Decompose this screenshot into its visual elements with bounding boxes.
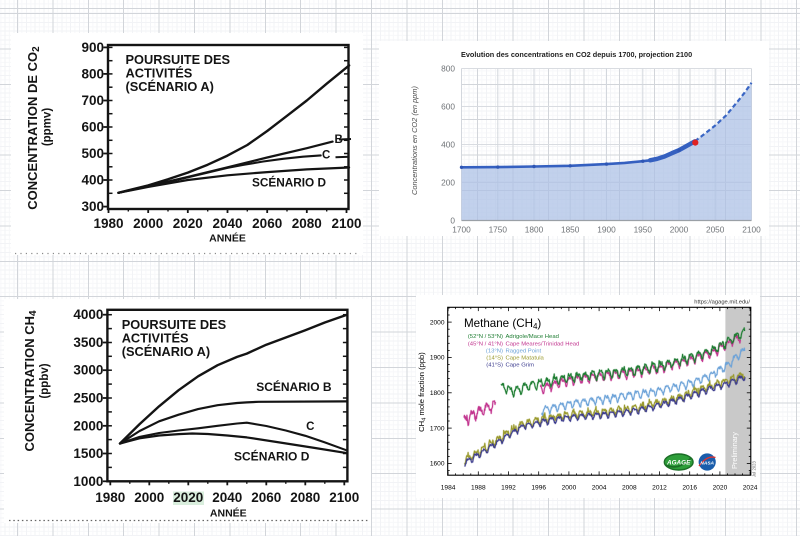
svg-text:ANNÉE: ANNÉE (210, 507, 247, 520)
svg-text:SCÉNARIO B: SCÉNARIO B (256, 379, 332, 394)
svg-text:(SCÉNARIO A): (SCÉNARIO A) (126, 79, 214, 94)
svg-text:ANNÉE: ANNÉE (209, 232, 246, 245)
svg-text:2100: 2100 (742, 224, 761, 234)
svg-text:1800: 1800 (430, 390, 445, 397)
svg-text:900: 900 (81, 40, 104, 55)
svg-text:POURSUITE DES: POURSUITE DES (126, 52, 231, 67)
svg-text:2020: 2020 (173, 216, 203, 231)
svg-text:2016: 2016 (682, 485, 697, 492)
svg-text:2000: 2000 (562, 485, 577, 492)
svg-text:300: 300 (81, 199, 104, 214)
svg-text:2008: 2008 (622, 485, 637, 492)
svg-text:700: 700 (81, 93, 104, 108)
svg-text:3500: 3500 (73, 335, 103, 350)
svg-text:400: 400 (81, 173, 104, 188)
svg-text:Cape Matatula: Cape Matatula (506, 356, 545, 362)
svg-text:1996: 1996 (531, 485, 546, 492)
svg-text:800: 800 (441, 64, 455, 74)
svg-text:https://agage.mit.edu/: https://agage.mit.edu/ (694, 300, 750, 306)
svg-text:2040: 2040 (212, 490, 242, 505)
svg-text:CONCENTRATION DE CO2: CONCENTRATION DE CO2 (25, 46, 42, 210)
svg-text:NASA: NASA (700, 460, 714, 466)
svg-text:ACTIVITÉS: ACTIVITÉS (122, 331, 189, 346)
svg-text:Methane (CH4): Methane (CH4) (464, 317, 541, 331)
svg-text:1000: 1000 (73, 474, 103, 489)
svg-text:(14°S): (14°S) (486, 356, 503, 362)
svg-text:(13°N): (13°N) (486, 349, 503, 355)
svg-text:2080: 2080 (290, 490, 320, 505)
svg-text:ACTIVITÉS: ACTIVITÉS (126, 66, 193, 81)
svg-text:1992: 1992 (501, 485, 516, 492)
svg-text:Ragged Point: Ragged Point (506, 349, 542, 355)
svg-text:2050: 2050 (706, 224, 725, 234)
svg-text:2040: 2040 (212, 216, 242, 231)
svg-text:400: 400 (441, 140, 455, 150)
svg-text:SCÉNARIO D: SCÉNARIO D (234, 449, 310, 464)
svg-text:1900: 1900 (430, 355, 445, 362)
svg-text:2080: 2080 (292, 216, 322, 231)
svg-text:1900: 1900 (597, 224, 616, 234)
svg-text:1980: 1980 (93, 216, 123, 231)
svg-text:C: C (306, 421, 314, 433)
svg-text:1500: 1500 (73, 446, 103, 461)
svg-text:600: 600 (441, 102, 455, 112)
svg-text:Evolution des concentrations e: Evolution des concentrations en CO2 depu… (461, 50, 692, 59)
svg-text:Adrigole/Mace Head: Adrigole/Mace Head (506, 334, 559, 340)
svg-text:2024: 2024 (743, 485, 758, 492)
svg-text:2020: 2020 (173, 490, 203, 505)
svg-text:Preliminary: Preliminary (730, 432, 739, 469)
svg-text:0: 0 (450, 216, 455, 226)
svg-text:2100: 2100 (329, 490, 359, 505)
svg-text:500: 500 (81, 146, 104, 161)
svg-text:(52°N / 53°N): (52°N / 53°N) (468, 334, 503, 340)
svg-text:SCÉNARIO D: SCÉNARIO D (252, 176, 327, 190)
svg-text:3000: 3000 (73, 363, 103, 378)
svg-text:(45°N / 41°N): (45°N / 41°N) (468, 342, 503, 348)
svg-text:CH4 mole fraction (ppb): CH4 mole fraction (ppb) (417, 352, 428, 432)
svg-text:1984: 1984 (441, 485, 456, 492)
svg-text:200: 200 (441, 178, 455, 188)
svg-text:1850: 1850 (561, 224, 580, 234)
svg-text:(ppbv): (ppbv) (39, 363, 51, 398)
svg-text:(SCÉNARIO A): (SCÉNARIO A) (122, 344, 210, 359)
svg-text:1700: 1700 (452, 224, 471, 234)
svg-text:B: B (335, 134, 343, 146)
svg-text:(ppmv): (ppmv) (42, 108, 54, 147)
svg-text:2000: 2000 (430, 319, 445, 326)
svg-text:2500: 2500 (73, 391, 103, 406)
svg-text:2060: 2060 (252, 216, 282, 231)
svg-text:Jul 2023: Jul 2023 (752, 460, 757, 477)
svg-text:Cape Meares/Trinidad Head: Cape Meares/Trinidad Head (506, 342, 580, 348)
svg-text:AGAGE: AGAGE (666, 459, 691, 466)
svg-text:2012: 2012 (652, 485, 667, 492)
svg-text:600: 600 (81, 120, 104, 135)
svg-text:2000: 2000 (670, 224, 689, 234)
svg-text:1600: 1600 (430, 461, 445, 468)
svg-text:1988: 1988 (471, 485, 486, 492)
svg-text:1980: 1980 (95, 490, 125, 505)
svg-text:1800: 1800 (525, 224, 544, 234)
svg-text:2000: 2000 (133, 216, 163, 231)
svg-text:Concentrations en CO2 (en ppm): Concentrations en CO2 (en ppm) (410, 86, 419, 195)
svg-text:C: C (322, 150, 330, 162)
svg-text:800: 800 (81, 66, 104, 81)
svg-text:2100: 2100 (331, 216, 361, 231)
svg-text:CONCENTRATION CH4: CONCENTRATION CH4 (22, 310, 39, 452)
svg-text:2060: 2060 (251, 490, 281, 505)
svg-text:2004: 2004 (592, 485, 607, 492)
svg-text:Cape Grim: Cape Grim (506, 363, 535, 369)
svg-text:1700: 1700 (430, 425, 445, 432)
svg-text:(41°S): (41°S) (486, 363, 503, 369)
svg-text:4000: 4000 (73, 307, 103, 322)
svg-text:POURSUITE DES: POURSUITE DES (122, 317, 227, 332)
svg-text:1750: 1750 (489, 224, 508, 234)
svg-text:1950: 1950 (634, 224, 653, 234)
svg-text:2000: 2000 (73, 418, 103, 433)
svg-text:2000: 2000 (134, 490, 164, 505)
svg-text:2020: 2020 (713, 485, 728, 492)
